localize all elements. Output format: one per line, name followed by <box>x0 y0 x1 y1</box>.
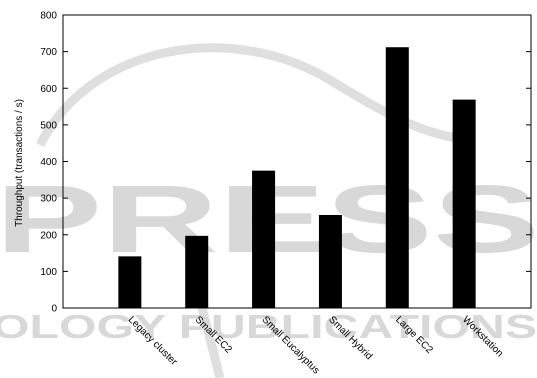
bar <box>185 235 209 308</box>
bar <box>252 170 276 308</box>
y-tick-label: 100 <box>40 267 57 278</box>
y-tick-label: 200 <box>40 230 57 241</box>
bar <box>318 214 342 308</box>
y-tick-label: 0 <box>51 304 57 315</box>
y-axis-title: Throughput (transactions / s) <box>14 99 25 227</box>
y-tick-label: 400 <box>40 157 57 168</box>
bar <box>118 256 142 308</box>
y-tick-label: 800 <box>40 11 57 22</box>
y-tick-label: 300 <box>40 194 57 205</box>
watermark-text-publications: OLOGY PUBLICATIONS <box>0 308 537 345</box>
bar <box>385 47 409 308</box>
y-tick-label: 600 <box>40 84 57 95</box>
watermark-swoosh-lower <box>195 298 225 378</box>
bar <box>452 99 476 308</box>
y-tick-label: 700 <box>40 47 57 58</box>
watermark-swoosh <box>35 43 471 148</box>
y-tick-label: 500 <box>40 120 57 131</box>
